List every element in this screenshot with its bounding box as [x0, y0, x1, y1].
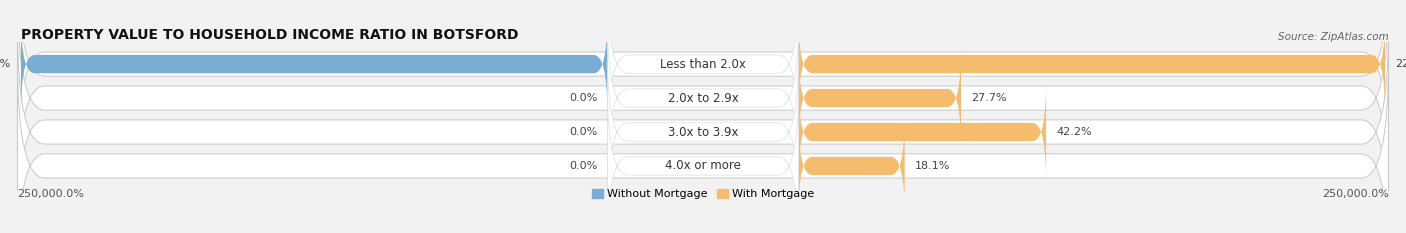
FancyBboxPatch shape — [799, 116, 904, 216]
Legend: Without Mortgage, With Mortgage: Without Mortgage, With Mortgage — [588, 184, 818, 203]
FancyBboxPatch shape — [607, 53, 799, 211]
FancyBboxPatch shape — [17, 60, 1389, 233]
Text: 100.0%: 100.0% — [0, 59, 11, 69]
FancyBboxPatch shape — [799, 48, 960, 148]
Text: 224,043.4%: 224,043.4% — [1395, 59, 1406, 69]
FancyBboxPatch shape — [17, 0, 1389, 204]
FancyBboxPatch shape — [607, 0, 799, 144]
FancyBboxPatch shape — [21, 14, 607, 114]
Text: Less than 2.0x: Less than 2.0x — [659, 58, 747, 71]
Text: 18.1%: 18.1% — [915, 161, 950, 171]
Text: 0.0%: 0.0% — [569, 93, 598, 103]
Text: 42.2%: 42.2% — [1056, 127, 1092, 137]
Text: 4.0x or more: 4.0x or more — [665, 159, 741, 172]
Text: 250,000.0%: 250,000.0% — [1322, 189, 1389, 199]
FancyBboxPatch shape — [799, 14, 1385, 114]
FancyBboxPatch shape — [607, 86, 799, 233]
Text: 27.7%: 27.7% — [972, 93, 1007, 103]
FancyBboxPatch shape — [799, 82, 1046, 182]
Text: 0.0%: 0.0% — [569, 127, 598, 137]
FancyBboxPatch shape — [17, 0, 1389, 170]
FancyBboxPatch shape — [607, 19, 799, 178]
Text: PROPERTY VALUE TO HOUSEHOLD INCOME RATIO IN BOTSFORD: PROPERTY VALUE TO HOUSEHOLD INCOME RATIO… — [21, 28, 519, 42]
Text: 2.0x to 2.9x: 2.0x to 2.9x — [668, 92, 738, 105]
FancyBboxPatch shape — [17, 26, 1389, 233]
Text: 0.0%: 0.0% — [569, 161, 598, 171]
Text: Source: ZipAtlas.com: Source: ZipAtlas.com — [1278, 32, 1389, 42]
Text: 3.0x to 3.9x: 3.0x to 3.9x — [668, 126, 738, 138]
Text: 250,000.0%: 250,000.0% — [17, 189, 84, 199]
